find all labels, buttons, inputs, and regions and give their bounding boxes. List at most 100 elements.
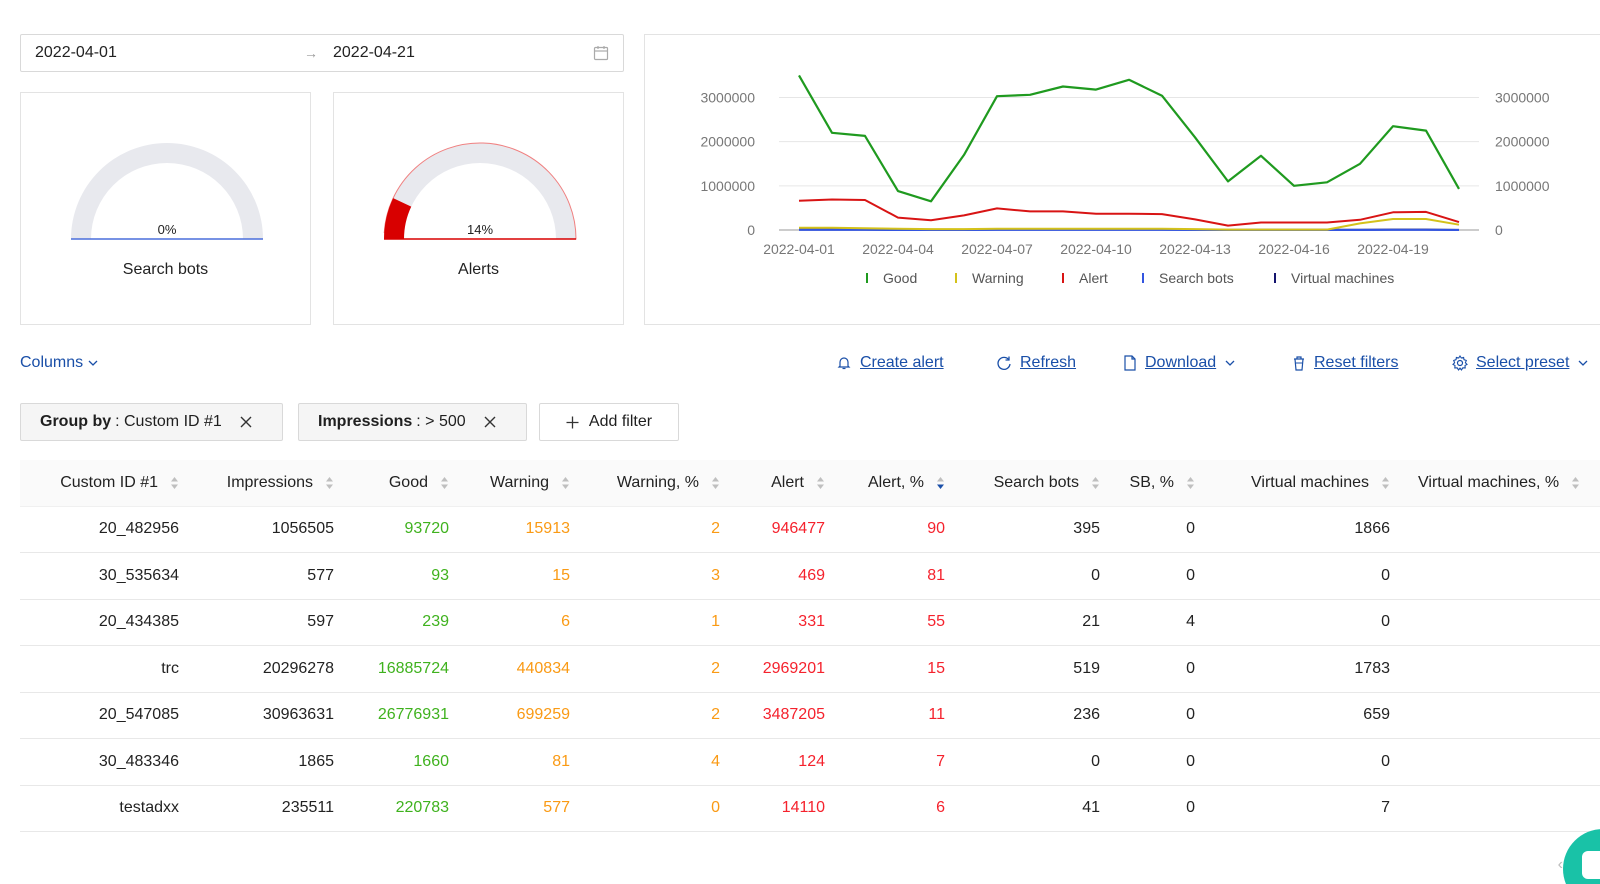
refresh-button[interactable]: Refresh — [996, 354, 1076, 372]
column-header[interactable]: Warning, % — [584, 460, 734, 507]
legend-label: Virtual machines — [1291, 270, 1394, 286]
pagination-prev-button[interactable]: ‹ — [1557, 856, 1563, 873]
column-header[interactable]: Impressions — [193, 460, 348, 507]
table-cell: 1660 — [348, 738, 463, 786]
series-line-good — [798, 74, 1460, 203]
table-cell: 0 — [1114, 645, 1209, 693]
sort-icon[interactable] — [170, 476, 179, 490]
column-header[interactable]: Virtual machines, % — [1404, 460, 1600, 507]
column-header[interactable]: Search bots — [959, 460, 1114, 507]
chat-widget-button[interactable] — [1563, 829, 1600, 884]
alerts-gauge-card: 14% Alerts — [333, 92, 624, 325]
gauge-value: 0% — [158, 222, 177, 237]
select-preset-dropdown[interactable]: Select preset — [1452, 354, 1589, 372]
y-tick-label-left: 1000000 — [700, 178, 755, 194]
legend-label: Alert — [1079, 270, 1108, 286]
legend-label: Warning — [972, 270, 1024, 286]
table-row[interactable]: testadxx 235511 220783 577 0 14110 6 41 0 7 — [20, 785, 1600, 832]
table-cell: 55 — [839, 599, 959, 646]
gauge-value: 14% — [467, 222, 493, 237]
chevron-down-icon — [1225, 360, 1235, 366]
y-tick-label-right: 2000000 — [1495, 134, 1550, 150]
sort-icon[interactable] — [1186, 476, 1195, 490]
column-header[interactable]: SB, % — [1114, 460, 1209, 507]
bell-icon — [837, 357, 851, 370]
sort-icon[interactable] — [1091, 476, 1100, 490]
alerts-gauge: 14% — [383, 142, 577, 240]
date-range-picker[interactable]: 2022-04-01 → 2022-04-21 — [20, 34, 624, 72]
column-header[interactable]: Alert, % — [839, 460, 959, 507]
sort-icon[interactable] — [711, 476, 720, 490]
close-icon[interactable] — [240, 416, 252, 428]
filter-chip-impressions[interactable]: Impressions: > 500 — [298, 403, 527, 441]
create-alert-button[interactable]: Create alert — [836, 354, 944, 372]
table-cell: 0 — [584, 785, 734, 832]
table-cell: 577 — [463, 785, 584, 832]
traffic-chart-card: 0 0 1000000 1000000 2000000 2000000 3000000 300… — [644, 34, 1600, 325]
table-cell: 26776931 — [348, 692, 463, 739]
gauge-label: Search bots — [122, 261, 209, 278]
sort-icon[interactable] — [816, 476, 825, 490]
table-cell: 16885724 — [348, 645, 463, 693]
calendar-icon[interactable] — [593, 45, 609, 66]
table-cell: 3487205 — [734, 692, 839, 739]
x-tick-label: 2022-04-07 — [961, 241, 1033, 257]
x-tick-label: 2022-04-10 — [1060, 241, 1132, 257]
table-cell — [1404, 738, 1600, 786]
table-row[interactable]: 20_434385 597 239 6 1 331 55 21 4 0 — [20, 599, 1600, 646]
sort-icon[interactable] — [936, 476, 945, 490]
legend-label: Good — [883, 270, 917, 286]
filter-chip-group-by[interactable]: Group by: Custom ID #1 — [20, 403, 283, 441]
columns-dropdown[interactable]: Columns — [20, 354, 99, 372]
table-cell: 577 — [193, 552, 348, 600]
sort-icon[interactable] — [1571, 476, 1580, 490]
column-header-label: Virtual machines, % — [1418, 473, 1560, 491]
table-row[interactable]: 20_547085 30963631 26776931 699259 2 3487205 1… — [20, 692, 1600, 739]
table-cell — [1404, 506, 1600, 553]
end-date-input[interactable]: 2022-04-21 — [333, 44, 415, 61]
gauge-fill — [384, 198, 412, 239]
table-cell: 395 — [959, 506, 1114, 553]
table-cell: 0 — [1114, 738, 1209, 786]
sort-icon[interactable] — [561, 476, 570, 490]
table-cell: 946477 — [734, 506, 839, 553]
table-cell: 20296278 — [193, 645, 348, 693]
start-date-input[interactable]: 2022-04-01 — [35, 44, 117, 61]
table-cell: 2 — [584, 645, 734, 693]
table-cell: 1865 — [193, 738, 348, 786]
table-cell: 124 — [734, 738, 839, 786]
table-cell: 2969201 — [734, 645, 839, 693]
table-row[interactable]: trc 20296278 16885724 440834 2 2969201 15 519 0 1… — [20, 645, 1600, 693]
table-cell: 2 — [584, 506, 734, 553]
table-cell: 0 — [1114, 692, 1209, 739]
download-label: Download — [1145, 354, 1217, 371]
reset-filters-button[interactable]: Reset filters — [1292, 354, 1398, 372]
table-cell — [1404, 552, 1600, 600]
table-row[interactable]: 20_482956 1056505 93720 15913 2 946477 90 395 0 1… — [20, 506, 1600, 553]
table-row[interactable]: 30_535634 577 93 15 3 469 81 0 0 0 — [20, 552, 1600, 600]
sort-icon[interactable] — [440, 476, 449, 490]
table-cell: 30963631 — [193, 692, 348, 739]
gauge-track — [71, 143, 263, 239]
column-header[interactable]: Good — [348, 460, 463, 507]
sort-icon[interactable] — [325, 476, 334, 490]
table-cell: 90 — [839, 506, 959, 553]
x-tick-label: 2022-04-16 — [1258, 241, 1330, 257]
close-icon[interactable] — [484, 416, 496, 428]
column-header[interactable]: Custom ID #1 — [20, 460, 193, 507]
table-row[interactable]: 30_483346 1865 1660 81 4 124 7 0 0 0 — [20, 738, 1600, 786]
y-tick-label-left: 2000000 — [700, 134, 755, 150]
table-cell: 4 — [584, 738, 734, 786]
sort-icon[interactable] — [1381, 476, 1390, 490]
column-header[interactable]: Warning — [463, 460, 584, 507]
column-header[interactable]: Alert — [734, 460, 839, 507]
add-filter-button[interactable]: Add filter — [539, 403, 679, 441]
table-cell: 93 — [348, 552, 463, 600]
column-header[interactable]: Virtual machines — [1209, 460, 1404, 507]
column-header-label: Warning, % — [616, 473, 699, 491]
y-tick-label-right: 1000000 — [1495, 178, 1550, 194]
table-cell: 4 — [1114, 599, 1209, 646]
download-dropdown[interactable]: Download — [1123, 354, 1236, 372]
search-bots-gauge-card: 0% Search bots — [20, 92, 311, 325]
table-cell: 1783 — [1209, 645, 1404, 693]
